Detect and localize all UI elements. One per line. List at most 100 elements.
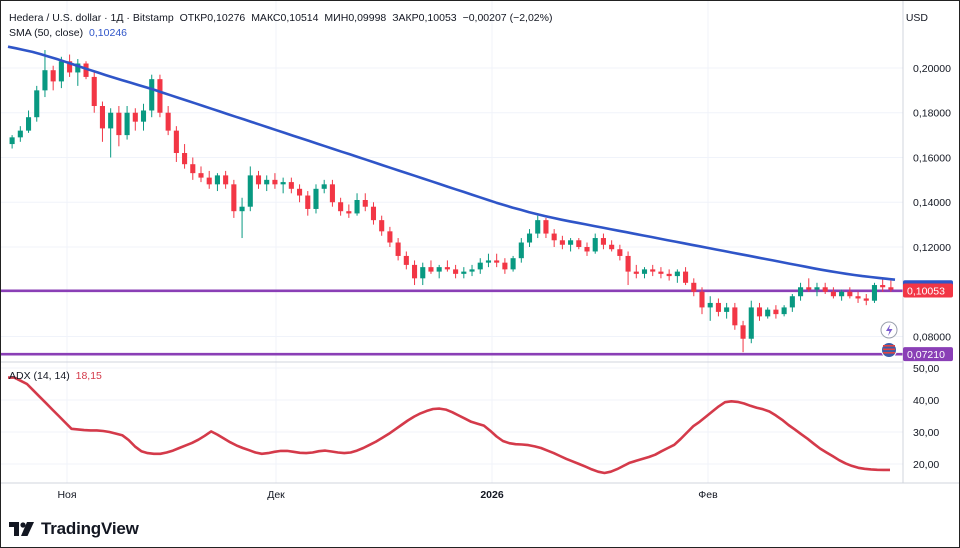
- sma-legend[interactable]: SMA (50, close) 0,10246: [9, 27, 130, 39]
- candle-body: [247, 175, 253, 207]
- candle-body: [305, 195, 311, 209]
- candle-body: [617, 249, 623, 256]
- candle-body: [814, 287, 820, 290]
- candle: [658, 267, 664, 279]
- candle-body: [502, 262, 508, 270]
- candle-body: [888, 287, 894, 290]
- candle-body: [190, 164, 196, 174]
- candle-body: [411, 264, 418, 279]
- close-value: 0,10053: [418, 12, 457, 24]
- candle: [420, 262, 426, 286]
- candle-body: [469, 269, 475, 272]
- grid: [0, 0, 903, 483]
- candle: [91, 72, 97, 113]
- candle-body: [683, 271, 689, 283]
- candle: [806, 278, 812, 292]
- sma-legend-label: SMA (50, close): [9, 27, 84, 39]
- candle: [880, 278, 886, 292]
- price-tag-label: 0,10053: [907, 286, 945, 298]
- candle-body: [346, 211, 352, 214]
- candle: [329, 179, 335, 207]
- candle: [863, 293, 869, 306]
- candle: [600, 233, 606, 250]
- candle-body: [584, 246, 590, 252]
- candle: [494, 253, 500, 268]
- candle: [732, 302, 738, 330]
- time-tick-label: Ноя: [57, 489, 76, 501]
- candle-body: [756, 307, 763, 317]
- tradingview-logo-text: TradingView: [41, 519, 139, 538]
- candle-body: [609, 244, 615, 250]
- candle: [789, 293, 795, 312]
- close-label: ЗАКР: [392, 12, 419, 24]
- candle-body: [58, 61, 64, 82]
- candle-body: [17, 130, 23, 138]
- candle: [108, 108, 114, 158]
- candle: [609, 240, 615, 252]
- candle: [781, 305, 787, 317]
- candle-body: [625, 255, 631, 272]
- price-tag[interactable]: 0,10053: [903, 283, 953, 298]
- candle-body: [338, 202, 344, 212]
- candle: [239, 197, 245, 239]
- candle-body: [354, 200, 360, 214]
- candle-body: [822, 287, 828, 292]
- price-tag-label: 0,07210: [907, 349, 945, 361]
- candle: [67, 54, 73, 77]
- candle: [182, 144, 188, 169]
- adx-legend[interactable]: ADX (14, 14) 18,15: [9, 370, 105, 382]
- candle-body: [699, 291, 705, 308]
- candle-body: [370, 206, 377, 221]
- candle: [231, 179, 237, 218]
- currency-label[interactable]: USD: [905, 12, 928, 24]
- candle: [99, 101, 105, 142]
- candle-body: [748, 307, 754, 339]
- adx-legend-label: ADX (14, 14): [9, 370, 70, 382]
- candle-body: [67, 61, 73, 73]
- candle-body: [173, 130, 179, 154]
- candle: [502, 258, 508, 274]
- candle-body: [34, 90, 40, 118]
- candle-body: [231, 184, 237, 212]
- price-axis: 0,20000 0,18000 0,16000 0,14000 0,12000 0,080…: [913, 63, 951, 344]
- adx-tick-label: 40,00: [913, 395, 939, 407]
- candle-body: [214, 175, 220, 185]
- candle: [633, 264, 639, 279]
- symbol-header[interactable]: Hedera / U.S. dollar · 1Д · Bitstamp ОТК…: [9, 12, 555, 24]
- candle: [362, 193, 368, 212]
- flag-icon[interactable]: [881, 342, 897, 358]
- candle-body: [765, 309, 771, 317]
- price-tag[interactable]: 0,07210: [903, 347, 953, 362]
- candle-body: [691, 282, 697, 292]
- candle: [518, 238, 524, 263]
- candle: [165, 106, 171, 136]
- candle-body: [494, 260, 500, 263]
- candle-body: [132, 112, 138, 122]
- candle: [34, 85, 40, 122]
- candle-body: [124, 112, 130, 136]
- candle: [510, 255, 516, 272]
- candle: [724, 302, 730, 319]
- candle: [379, 215, 385, 236]
- tradingview-logo[interactable]: TradingView: [9, 519, 139, 539]
- candle: [305, 191, 311, 216]
- adx-axis: 50,00 40,00 30,00 20,00: [913, 363, 939, 471]
- candle-body: [633, 271, 639, 274]
- candle-body: [149, 79, 155, 111]
- candle: [321, 179, 327, 194]
- alert-icon[interactable]: [880, 321, 898, 339]
- candle-body: [568, 240, 574, 245]
- candle-body: [140, 110, 147, 122]
- candle-body: [272, 179, 278, 185]
- candle: [650, 264, 656, 277]
- candle-body: [436, 267, 442, 272]
- low-label: МИН: [324, 12, 349, 24]
- candle-body: [387, 231, 393, 243]
- candle: [264, 175, 270, 192]
- sma-line: [7, 45, 896, 281]
- candle: [116, 106, 122, 147]
- candle-body: [658, 271, 664, 274]
- candle: [839, 289, 845, 301]
- candle: [190, 157, 196, 180]
